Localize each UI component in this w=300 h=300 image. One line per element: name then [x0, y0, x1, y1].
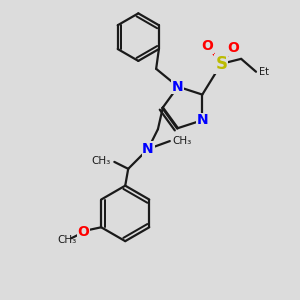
- Text: O: O: [227, 41, 239, 55]
- Text: N: N: [196, 113, 208, 127]
- Text: N: N: [142, 142, 154, 156]
- Text: Et: Et: [259, 67, 269, 77]
- Text: S: S: [215, 55, 227, 73]
- Text: CH₃: CH₃: [57, 235, 76, 245]
- Text: CH₃: CH₃: [91, 156, 110, 166]
- Text: N: N: [172, 80, 184, 94]
- Text: O: O: [202, 39, 213, 53]
- Text: O: O: [77, 225, 89, 239]
- Text: CH₃: CH₃: [173, 136, 192, 146]
